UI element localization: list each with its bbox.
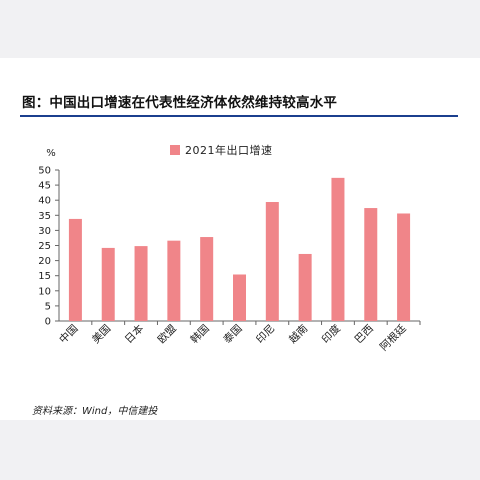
bar-3	[134, 246, 148, 321]
y-tick-label: 50	[38, 166, 51, 177]
x-tick-label: 巴西	[353, 323, 376, 346]
bar-8	[298, 253, 312, 321]
bar-4	[167, 240, 181, 321]
y-tick-label: 20	[38, 256, 51, 267]
x-tick-label: 美国	[89, 322, 113, 346]
y-tick-label: 25	[38, 241, 51, 252]
y-tick-label: 10	[38, 286, 51, 297]
y-tick-label: 5	[45, 301, 51, 312]
x-tick-label: 越南	[286, 322, 310, 346]
y-tick-label: 35	[38, 211, 51, 222]
source-note: 资料来源：Wind，中信建投	[32, 406, 158, 417]
y-tick-label: 30	[38, 226, 51, 237]
bar-1	[68, 218, 82, 321]
y-tick-label: 15	[38, 271, 51, 282]
y-tick-label: 0	[45, 317, 51, 328]
y-unit-label: %	[46, 148, 56, 159]
legend-swatch	[170, 145, 180, 155]
bar-9	[331, 177, 345, 321]
chart-title: 图：中国出口增速在代表性经济体依然维持较高水平	[22, 95, 338, 111]
bar-11	[397, 213, 411, 321]
x-tick-label: 印尼	[254, 323, 277, 346]
x-tick-label: 中国	[56, 322, 80, 346]
y-tick-label: 45	[38, 181, 51, 192]
bar-10	[364, 208, 378, 321]
x-tick-label: 欧盟	[156, 322, 180, 346]
x-tick-label: 日本	[122, 322, 146, 346]
chart-card: 图：中国出口增速在代表性经济体依然维持较高水平 % 2021年出口增速 0 5 10 15…	[0, 58, 480, 420]
bar-chart: % 2021年出口增速 0 5 10 15 20 25 30 35 40 45 50 中国 美国 日本 欧盟 韩国…	[38, 143, 421, 354]
title-divider	[20, 115, 458, 117]
bar-2	[101, 247, 115, 321]
x-tick-label: 韩国	[188, 322, 212, 346]
x-tick-label: 印度	[319, 322, 343, 346]
bar-6	[233, 274, 246, 321]
y-tick-label: 40	[38, 196, 51, 207]
bar-7	[265, 202, 279, 321]
bar-5	[200, 237, 214, 321]
x-tick-label: 泰国	[221, 322, 245, 346]
x-tick-label: 阿根廷	[377, 322, 409, 354]
legend-label: 2021年出口增速	[185, 143, 273, 157]
